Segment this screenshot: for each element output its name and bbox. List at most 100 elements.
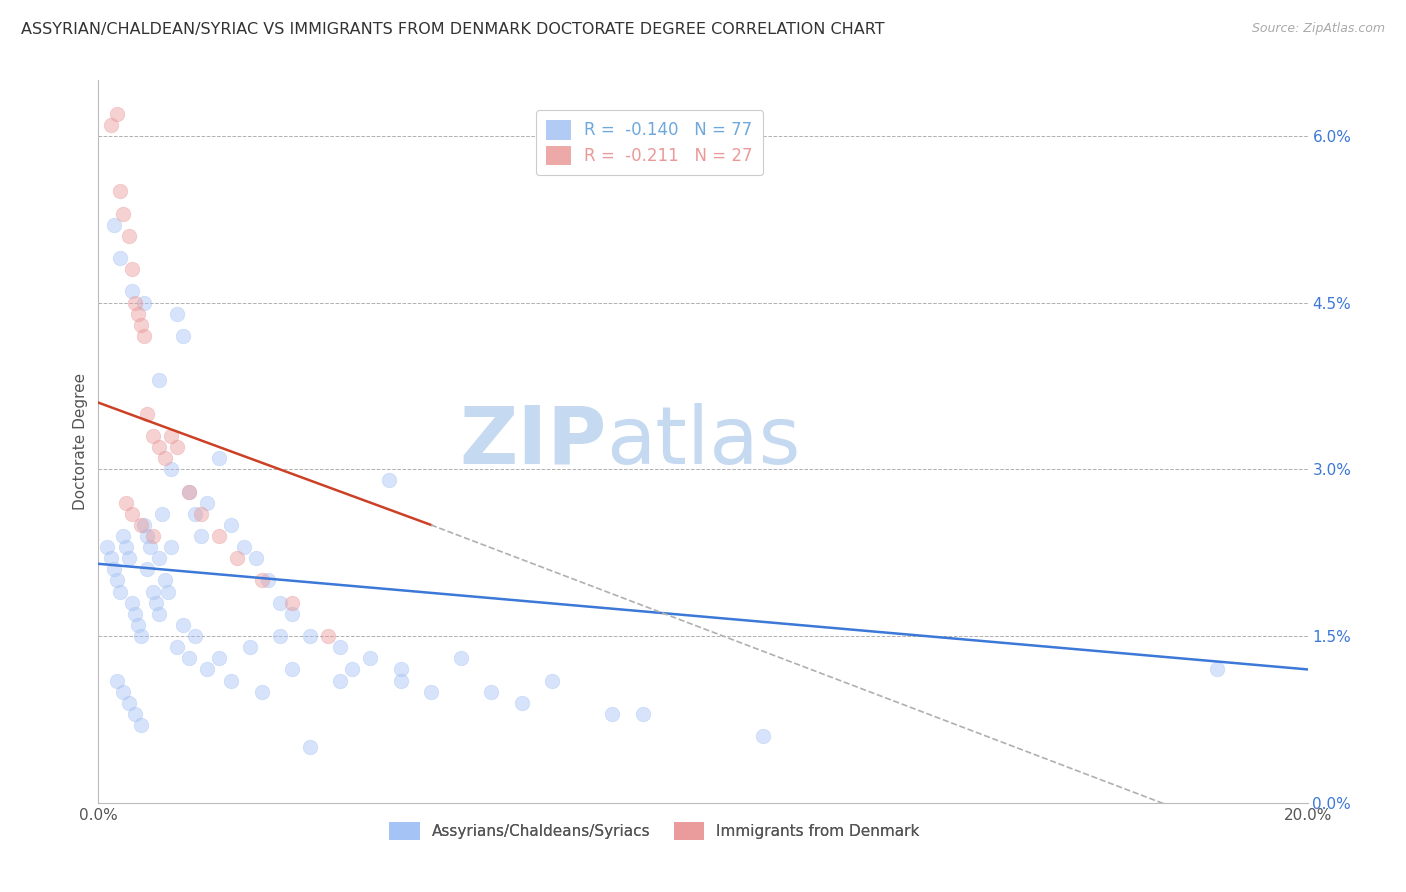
Point (127, 618, 149, 632)
Point (184, 507, 207, 521)
Point (250, 684, 273, 698)
Point (129, 718, 152, 732)
Point (118, 696, 141, 710)
Point (281, 607, 304, 621)
Point (602, 706, 624, 721)
Text: atlas: atlas (606, 402, 800, 481)
Point (121, 262, 143, 277)
Point (111, 207, 134, 221)
Point (510, 696, 533, 710)
Point (108, 251, 131, 265)
Point (221, 673, 243, 688)
Point (96, 540, 118, 554)
Point (129, 629, 152, 643)
Point (1206, 662, 1229, 676)
Point (389, 662, 412, 676)
Point (179, 484, 201, 499)
Point (481, 684, 503, 698)
Point (420, 684, 443, 698)
Point (329, 673, 352, 688)
Point (135, 407, 157, 421)
Point (124, 607, 146, 621)
Point (195, 662, 218, 676)
Point (121, 596, 143, 610)
Point (135, 562, 157, 576)
Legend: Assyrians/Chaldeans/Syriacs, Immigrants from Denmark: Assyrians/Chaldeans/Syriacs, Immigrants … (384, 816, 927, 846)
Point (160, 540, 183, 554)
Point (329, 640, 352, 655)
Point (172, 618, 194, 632)
Point (142, 429, 165, 443)
Point (166, 440, 188, 454)
Point (148, 373, 170, 387)
Point (540, 673, 562, 688)
Point (148, 551, 170, 566)
Text: Source: ZipAtlas.com: Source: ZipAtlas.com (1251, 22, 1385, 36)
Point (250, 574, 273, 588)
Point (752, 729, 775, 743)
Point (108, 584, 131, 599)
Point (142, 529, 165, 543)
Point (118, 551, 141, 566)
Point (156, 584, 179, 599)
Point (153, 451, 176, 466)
Point (208, 529, 231, 543)
Point (166, 307, 188, 321)
Point (316, 629, 339, 643)
Point (179, 651, 201, 665)
Point (226, 551, 249, 566)
Point (105, 106, 128, 120)
Point (124, 295, 146, 310)
Point (184, 629, 207, 643)
Point (239, 640, 262, 655)
Point (166, 640, 188, 655)
Point (342, 662, 364, 676)
Point (360, 651, 382, 665)
Point (269, 629, 291, 643)
Point (114, 496, 136, 510)
Point (118, 228, 141, 243)
Point (232, 540, 254, 554)
Point (111, 684, 134, 698)
Point (190, 507, 212, 521)
Point (124, 706, 146, 721)
Point (103, 218, 125, 232)
Point (269, 596, 291, 610)
Point (153, 574, 176, 588)
Point (172, 329, 194, 343)
Point (377, 474, 399, 488)
Point (108, 185, 131, 199)
Point (121, 285, 143, 299)
Point (100, 551, 122, 566)
Point (281, 596, 304, 610)
Point (190, 529, 212, 543)
Point (245, 551, 267, 566)
Point (299, 629, 322, 643)
Point (121, 507, 143, 521)
Point (132, 295, 155, 310)
Point (389, 673, 412, 688)
Point (142, 584, 165, 599)
Point (100, 118, 122, 132)
Point (195, 496, 218, 510)
Point (148, 607, 170, 621)
Point (179, 484, 201, 499)
Point (145, 596, 167, 610)
Point (208, 451, 231, 466)
Y-axis label: Doctorate Degree: Doctorate Degree (73, 373, 89, 510)
Point (148, 440, 170, 454)
Point (127, 307, 149, 321)
Point (105, 574, 128, 588)
Text: ASSYRIAN/CHALDEAN/SYRIAC VS IMMIGRANTS FROM DENMARK DOCTORATE DEGREE CORRELATION: ASSYRIAN/CHALDEAN/SYRIAC VS IMMIGRANTS F… (21, 22, 884, 37)
Point (129, 517, 152, 532)
Point (221, 517, 243, 532)
Point (256, 574, 278, 588)
Point (103, 562, 125, 576)
Point (150, 507, 173, 521)
Point (132, 329, 155, 343)
Point (139, 540, 162, 554)
Point (160, 462, 183, 476)
Point (114, 540, 136, 554)
Point (281, 662, 304, 676)
Point (105, 673, 128, 688)
